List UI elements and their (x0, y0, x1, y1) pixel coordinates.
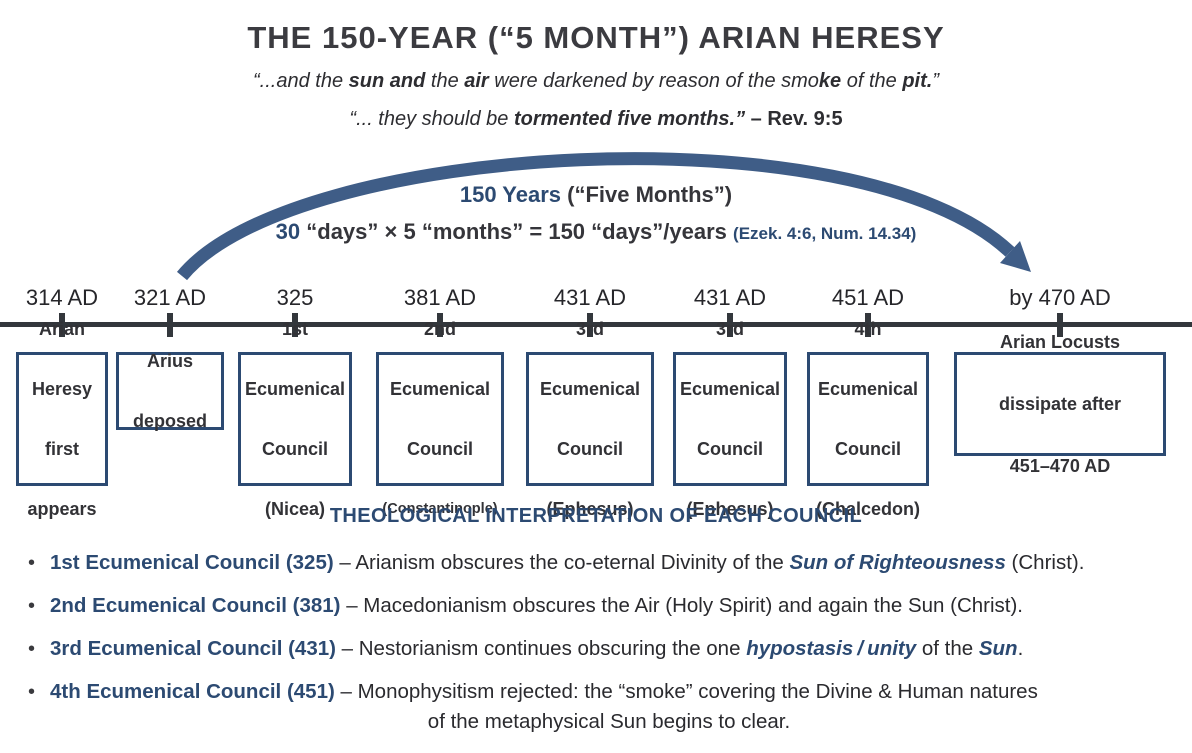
bullet-icon: • (28, 552, 36, 574)
timeline-date: 431 AD (693, 285, 767, 310)
timeline-tick (292, 313, 298, 337)
quote-line-2: “... they should be tormented five month… (349, 108, 843, 130)
arc-label-equation: 30 “days” × 5 “months” = 150 “days”/year… (275, 219, 917, 244)
arrowhead-icon (1000, 241, 1031, 272)
interpretation-heading: THEOLOGICAL INTERPRETATION OF EACH COUNC… (329, 505, 863, 527)
event-box-3rd-ecumenical-council-b: 3rd Ecumenical Council (Ephesus) (673, 319, 787, 519)
timeline-tick (727, 313, 733, 337)
timeline-event-381ad: 381 AD 2nd Ecumenical Council (Constantinop… (376, 283, 504, 517)
bullet-text: 4th Ecumenical Council (451) – Monophysi… (50, 680, 1038, 733)
timeline-tick (1057, 313, 1063, 337)
arc-label-years: 150 Years (“Five Months”) (459, 182, 733, 207)
bullet-text: 2nd Ecumenical Council (381) – Macedonia… (50, 594, 1024, 617)
bullet-list: • 1st Ecumenical Council (325) – Arianis… (28, 548, 1168, 750)
timeline-axis (0, 322, 1192, 327)
page-title: THE 150-YEAR (“5 MONTH”) ARIAN HERESY (247, 20, 945, 55)
timeline-tick (437, 313, 443, 337)
timeline-event-by-470ad: by 470 AD Arian Locusts dissipate after 45… (954, 283, 1166, 476)
bullet-text: 1st Ecumenical Council (325) – Arianism … (50, 551, 1085, 574)
timeline-date: 381 AD (403, 285, 477, 310)
timeline-event-314ad: 314 AD Arian Heresy first appears (16, 283, 108, 519)
event-box-2nd-ecumenical-council: 2nd Ecumenical Council (Constantinople) (376, 319, 504, 517)
timeline-tick (167, 313, 173, 337)
bullet-icon: • (28, 638, 36, 660)
arc-curve (176, 152, 1015, 281)
timeline-date: 451 AD (831, 285, 905, 310)
timeline-event-431ad-b: 431 AD 3rd Ecumenical Council (Ephesus) (673, 283, 787, 519)
event-box-3rd-ecumenical-council-a: 3rd Ecumenical Council (Ephesus) (526, 319, 654, 519)
timeline-event-325: 325 1st Ecumenical Council (Nicea) (238, 283, 352, 519)
bullet-text: 3rd Ecumenical Council (431) – Nestorian… (50, 637, 1024, 660)
quote-line-1: “...and the sun and the air were darkene… (253, 70, 939, 92)
bullet-item-1st-council: • 1st Ecumenical Council (325) – Arianis… (28, 548, 1168, 578)
bullet-item-3rd-council: • 3rd Ecumenical Council (431) – Nestori… (28, 634, 1168, 664)
bullet-item-2nd-council: • 2nd Ecumenical Council (381) – Macedon… (28, 591, 1168, 621)
event-box-arius-deposed: Arius deposed (116, 351, 224, 431)
timeline-date: 314 AD (25, 285, 99, 310)
bullet-icon: • (28, 595, 36, 617)
timeline-date: 321 AD (133, 285, 207, 310)
event-box-arian-heresy-appears: Arian Heresy first appears (16, 319, 108, 519)
event-box-arian-locusts-dissipate: Arian Locusts dissipate after 451–470 AD (954, 332, 1166, 476)
bullet-item-4th-council: • 4th Ecumenical Council (451) – Monophy… (28, 677, 1168, 737)
event-box-1st-ecumenical-council: 1st Ecumenical Council (Nicea) (238, 319, 352, 519)
timeline-date: by 470 AD (1009, 285, 1111, 310)
event-box-4th-ecumenical-council: 4th Ecumenical Council (Chalcedon) (807, 319, 929, 519)
bullet-icon: • (28, 681, 36, 703)
timeline-event-321ad: 321 AD Arius deposed (116, 283, 224, 431)
timeline-date: 431 AD (553, 285, 627, 310)
timeline-tick (59, 313, 65, 337)
timeline-tick (865, 313, 871, 337)
timeline-event-431ad-a: 431 AD 3rd Ecumenical Council (Ephesus) (526, 283, 654, 519)
timeline-date: 325 (276, 285, 314, 310)
timeline-tick (587, 313, 593, 337)
timeline-event-451ad: 451 AD 4th Ecumenical Council (Chalcedon) (807, 283, 929, 519)
